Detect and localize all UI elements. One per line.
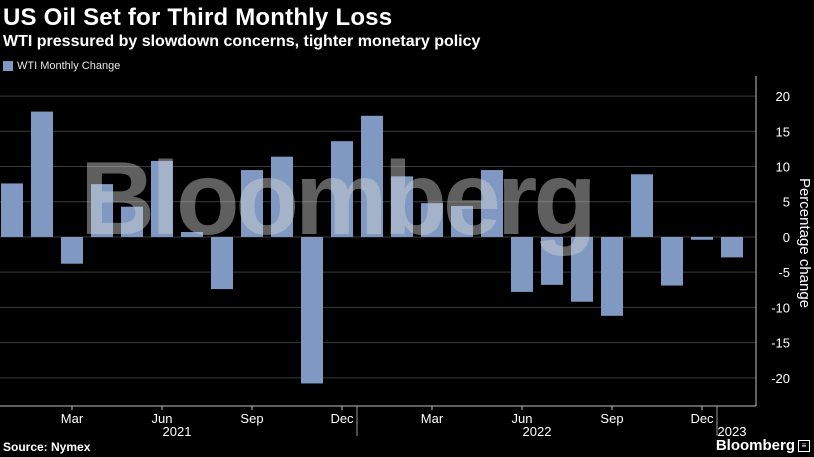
bar: [61, 236, 83, 264]
x-tick-label: Jun: [512, 411, 533, 426]
chart-title: US Oil Set for Third Monthly Loss: [3, 4, 393, 31]
bar: [121, 206, 143, 237]
bar: [271, 156, 293, 237]
year-label: 2022: [523, 424, 552, 439]
bar: [1, 183, 23, 237]
bar: [571, 236, 593, 302]
bar: [511, 236, 533, 292]
bar: [421, 203, 443, 237]
bar: [151, 160, 173, 237]
legend-swatch: [3, 61, 13, 71]
bar: [181, 232, 203, 237]
bar: [601, 236, 623, 316]
y-tick-label: -20: [771, 371, 790, 386]
bar: [301, 236, 323, 384]
bar: [331, 141, 353, 237]
x-tick-label: Jun: [152, 411, 173, 426]
y-axis-title: Percentage change: [796, 178, 813, 308]
y-tick-label: 10: [776, 160, 790, 175]
x-tick-label: Sep: [600, 411, 623, 426]
x-tick-label: Dec: [690, 411, 714, 426]
y-tick-label: -15: [771, 336, 790, 351]
legend: WTI Monthly Change: [3, 60, 120, 72]
bar: [361, 115, 383, 237]
bar: [91, 184, 113, 237]
x-tick-label: Dec: [330, 411, 354, 426]
bar: [241, 170, 263, 237]
bar: [541, 236, 563, 285]
bar: [661, 236, 683, 286]
legend-label: WTI Monthly Change: [17, 60, 121, 72]
x-tick-label: Mar: [61, 411, 84, 426]
y-tick-label: -5: [778, 265, 790, 280]
source-note: Source: Nymex: [3, 440, 91, 454]
y-tick-label: 20: [776, 89, 790, 104]
year-label: 2023: [718, 424, 747, 439]
y-tick-label: 5: [783, 195, 790, 210]
y-tick-label: 15: [776, 124, 790, 139]
y-tick-label: 0: [783, 230, 790, 245]
bar: [211, 236, 233, 290]
year-label: 2021: [163, 424, 192, 439]
y-tick-label: -10: [771, 300, 790, 315]
x-tick-label: Sep: [240, 411, 263, 426]
bar: [31, 111, 53, 237]
bar: [721, 236, 743, 258]
bar: [631, 174, 653, 237]
x-tick-label: Mar: [421, 411, 444, 426]
bloomberg-logo: Bloomberg ≡: [716, 437, 810, 454]
bar: [451, 205, 473, 237]
bar: [691, 236, 713, 240]
logo-text: Bloomberg: [715, 437, 795, 454]
bar: [481, 170, 503, 237]
chart-subtitle: WTI pressured by slowdown concerns, tigh…: [3, 33, 481, 50]
bar: [391, 176, 413, 237]
logo-mark-icon: ≡: [798, 439, 810, 452]
